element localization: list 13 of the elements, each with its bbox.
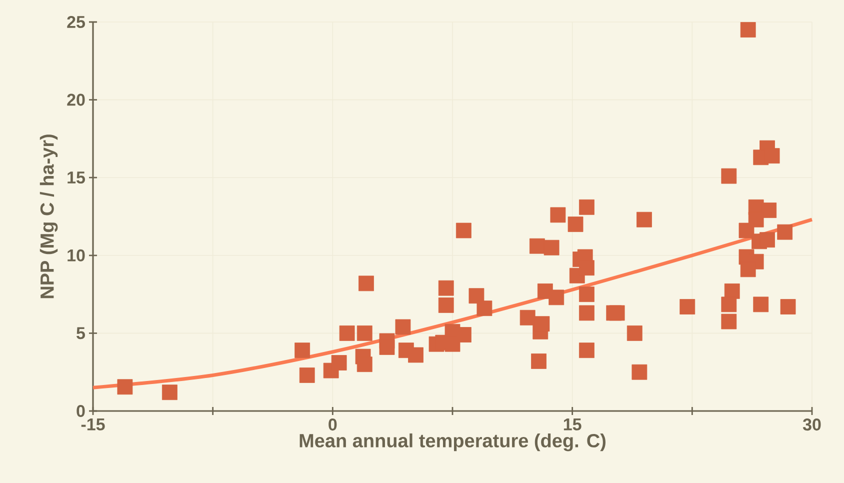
x-tick-label: 0: [328, 418, 337, 431]
x-tick-label: 30: [802, 418, 821, 431]
y-tick-label: 5: [76, 327, 85, 340]
y-axis-title: NPP (Mg C / ha-yr): [40, 134, 58, 298]
x-tick-label: 15: [564, 418, 582, 430]
line-series: [91, 218, 814, 390]
y-tick-label: 20: [67, 94, 85, 106]
x-axis-title: Mean annual temperature (deg. C): [300, 433, 606, 452]
y-tick-label: 15: [68, 172, 85, 184]
y-tick-label: 25: [67, 16, 85, 28]
x-tick-label: -15: [81, 418, 105, 430]
y-tick-label: 0: [76, 404, 85, 418]
y-tick-label: 10: [68, 249, 85, 262]
